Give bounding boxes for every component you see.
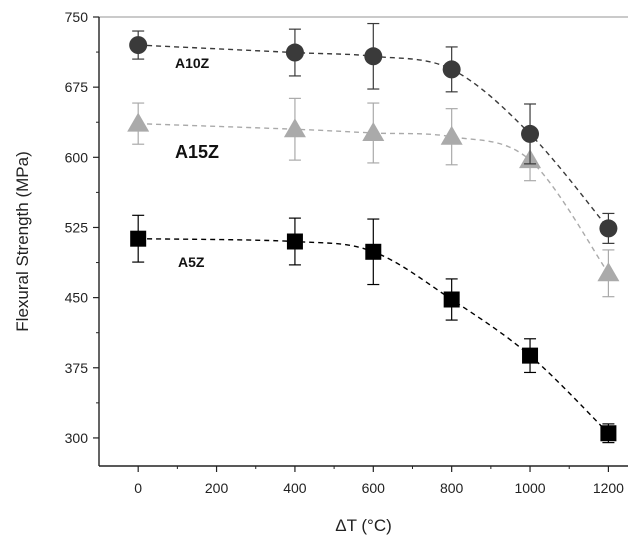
data-point-a5z [365, 243, 382, 260]
fit-line-a10z [138, 44, 609, 229]
y-tick-label: 525 [65, 219, 89, 235]
series-a10z: A10Z [129, 22, 618, 244]
data-point-a5z [130, 230, 147, 247]
x-tick-label: 200 [205, 480, 229, 496]
y-tick-label: 675 [65, 79, 89, 95]
data-point-a10z [364, 47, 383, 66]
data-point-a10z [599, 219, 618, 238]
y-axis-title: Flexural Strength (MPa) [13, 151, 32, 331]
data-point-a10z [521, 124, 540, 143]
x-tick-label: 1200 [593, 480, 624, 496]
x-tick-label: 600 [362, 480, 386, 496]
data-point-a5z [522, 347, 539, 364]
data-point-a5z [443, 291, 460, 308]
fit-line-a15z [138, 122, 609, 274]
x-tick-label: 1000 [514, 480, 545, 496]
data-point-a15z [283, 118, 306, 138]
data-point-a5z [600, 425, 617, 442]
data-point-a5z [286, 233, 303, 250]
x-tick-label: 400 [283, 480, 307, 496]
y-tick-label: 450 [65, 290, 89, 306]
series-label-a5z: A5Z [178, 254, 205, 270]
y-tick-label: 300 [65, 430, 89, 446]
x-tick-label: 800 [440, 480, 464, 496]
series-a5z: A5Z [130, 214, 617, 444]
data-point-a10z [442, 60, 461, 79]
plot-area: 300 375 450 525 600 675 750 0 200 400 600 800 1000 12… [65, 9, 628, 496]
x-axis-title: ΔT (°C) [335, 516, 392, 535]
x-tick-label: 0 [134, 480, 142, 496]
data-point-a15z [597, 262, 620, 282]
y-tick-label: 375 [65, 360, 89, 376]
data-point-a10z [129, 36, 148, 55]
data-point-a15z [440, 125, 463, 145]
series-label-a15z: A15Z [175, 142, 219, 162]
y-tick-label: 600 [65, 149, 89, 165]
data-point-a15z [127, 112, 150, 132]
y-tick-label: 750 [65, 9, 89, 25]
series-label-a10z: A10Z [175, 55, 210, 71]
data-point-a15z [362, 121, 385, 141]
data-point-a10z [285, 43, 304, 62]
